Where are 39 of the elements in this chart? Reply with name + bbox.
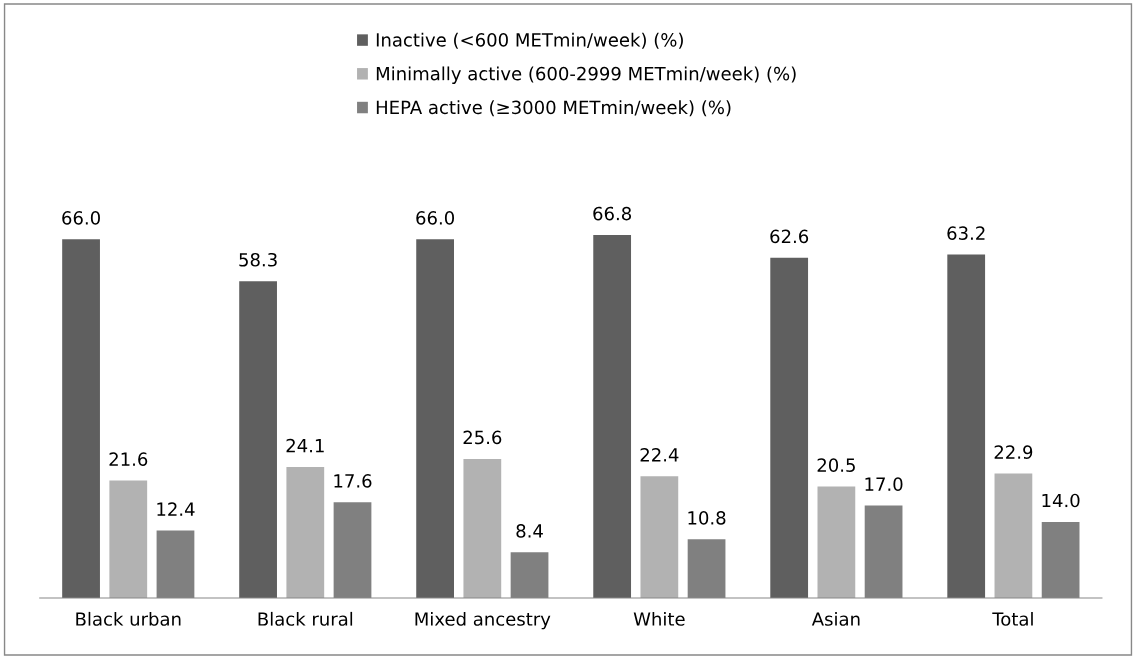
data-label: 22.4 — [640, 448, 679, 462]
data-label: 25.6 — [463, 430, 502, 445]
bar — [239, 281, 277, 598]
data-label: 66.0 — [416, 211, 455, 225]
bar — [640, 476, 679, 598]
x-tick-label: Black urban — [76, 611, 181, 626]
data-label: 21.6 — [109, 452, 148, 467]
data-label: 10.8 — [688, 511, 726, 525]
legend-label: Inactive (<600 METmin/week) (%) — [376, 32, 683, 49]
data-label: 14.0 — [1042, 493, 1080, 508]
bar — [286, 467, 325, 598]
data-label: 17.0 — [865, 477, 903, 492]
x-tick-label: Asian — [811, 611, 860, 626]
bar — [62, 239, 100, 598]
data-label: 8.4 — [516, 524, 543, 538]
data-label: 24.1 — [286, 438, 324, 453]
data-label: 20.5 — [817, 458, 855, 472]
x-tick-label: Black rural — [258, 611, 353, 626]
bar — [109, 480, 148, 598]
data-label: 63.2 — [947, 226, 985, 240]
x-tick-label: White — [633, 611, 685, 626]
data-label: 66.0 — [62, 211, 100, 225]
data-label: 66.8 — [593, 206, 632, 221]
x-tick-label: Total — [992, 611, 1033, 626]
data-label: 22.9 — [994, 445, 1033, 459]
bar — [463, 458, 502, 598]
data-label: 58.3 — [239, 252, 277, 267]
legend-label: Minimally active (600-2999 METmin/week) (%) — [376, 66, 796, 84]
x-tick-label: Mixed ancestry — [415, 611, 551, 630]
bar — [593, 235, 632, 598]
data-label: 12.4 — [157, 502, 195, 516]
bar — [947, 254, 986, 598]
bar — [770, 257, 809, 598]
data-label: 62.6 — [770, 229, 809, 244]
bar — [416, 239, 454, 598]
bar — [817, 486, 856, 598]
legend-label: HEPA active (≥3000 METmin/week) (%) — [376, 100, 731, 117]
data-label: 17.6 — [334, 474, 372, 488]
bar — [994, 473, 1033, 598]
